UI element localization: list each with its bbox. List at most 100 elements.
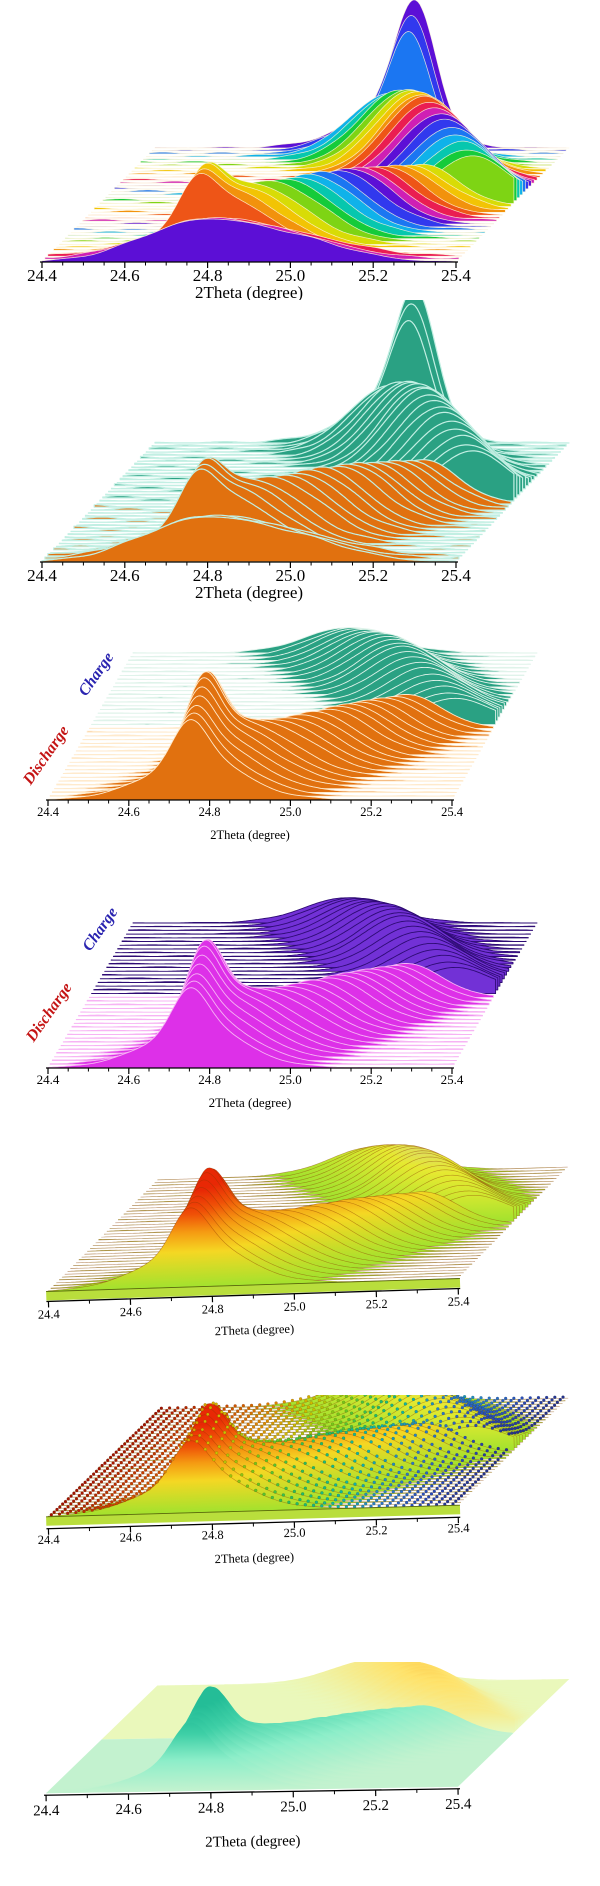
data-point-dot	[314, 1483, 319, 1487]
data-point-dot	[425, 1398, 429, 1402]
data-point-dot	[517, 1398, 521, 1403]
data-point-dot	[141, 1471, 145, 1475]
data-point-dot	[488, 1457, 492, 1462]
data-point-dot	[336, 1504, 340, 1509]
data-point-dot	[134, 1431, 138, 1435]
data-point-dot	[432, 1481, 437, 1485]
data-point-dot	[66, 1497, 70, 1501]
data-point-dot	[341, 1415, 346, 1419]
data-point-dot	[474, 1463, 478, 1467]
tick-label: 25.4	[441, 566, 471, 585]
data-point-dot	[541, 1414, 545, 1418]
data-point-dot	[331, 1397, 335, 1401]
data-point-dot	[441, 1459, 445, 1464]
x-axis: 24.4 24.6 24.8 25.0 25.2 25.4 2Theta (degree)	[27, 261, 471, 300]
data-point-dot	[328, 1426, 332, 1430]
data-point-dot	[405, 1452, 409, 1456]
data-point-dot	[168, 1459, 173, 1464]
data-point-dot	[349, 1424, 354, 1429]
data-point-dot	[267, 1478, 272, 1483]
data-point-dot	[231, 1467, 236, 1471]
data-point-dot	[496, 1457, 500, 1462]
data-point-dot	[116, 1463, 121, 1468]
data-point-dot	[146, 1481, 150, 1485]
data-point-dot	[492, 1405, 496, 1409]
data-point-dot	[493, 1424, 497, 1429]
data-point-dot	[452, 1437, 456, 1441]
data-point-dot	[105, 1474, 109, 1478]
data-point-dot	[133, 1463, 137, 1467]
data-point-dot	[158, 1446, 162, 1450]
tick-label: 24.6	[120, 1305, 142, 1320]
data-point-dot	[438, 1484, 442, 1488]
data-point-dot	[246, 1422, 250, 1427]
data-point-dot	[411, 1418, 416, 1423]
data-point-dot	[278, 1498, 283, 1503]
data-point-dot	[88, 1506, 92, 1510]
data-point-dot	[477, 1411, 481, 1416]
data-point-dot	[363, 1430, 368, 1435]
data-point-dot	[85, 1507, 89, 1512]
data-point-dot	[77, 1493, 82, 1498]
data-point-dot	[508, 1423, 512, 1428]
data-point-dot	[85, 1501, 89, 1506]
data-point-dot	[371, 1405, 375, 1409]
data-point-dot	[374, 1498, 379, 1503]
data-point-dot	[339, 1406, 343, 1411]
data-point-dot	[147, 1487, 151, 1491]
data-point-dot	[245, 1457, 249, 1461]
data-point-dot	[144, 1460, 148, 1464]
data-point-dot	[93, 1501, 98, 1505]
data-point-dot	[276, 1407, 281, 1411]
data-point-dot	[449, 1488, 453, 1493]
data-point-dot	[285, 1406, 289, 1410]
data-point-dot	[466, 1463, 470, 1467]
data-point-dot	[119, 1476, 123, 1481]
data-point-dot	[152, 1460, 156, 1464]
data-point-dot	[505, 1419, 509, 1424]
data-point-dot	[166, 1454, 170, 1458]
data-point-dot	[371, 1421, 375, 1425]
slab-front-wall	[46, 1278, 461, 1301]
data-point-dot	[274, 1401, 278, 1405]
data-point-dot	[278, 1429, 283, 1434]
data-point-dot	[436, 1407, 440, 1411]
data-point-dot	[256, 1454, 260, 1458]
data-point-dot	[514, 1401, 519, 1406]
data-point-dot	[494, 1417, 498, 1421]
data-point-dot	[413, 1473, 418, 1478]
data-point-dot	[121, 1474, 126, 1478]
data-point-dot	[533, 1414, 537, 1418]
data-point-dot	[339, 1468, 343, 1473]
data-point-dot	[145, 1428, 149, 1432]
data-point-dot	[107, 1495, 111, 1500]
data-point-dot	[69, 1502, 73, 1506]
data-point-dot	[449, 1410, 454, 1414]
data-point-dot	[151, 1475, 156, 1480]
tick-label: 24.6	[117, 1072, 140, 1087]
data-point-dot	[143, 1484, 147, 1488]
data-point-dot	[440, 1497, 444, 1501]
data-point-dot	[384, 1400, 389, 1404]
data-point-dot	[468, 1469, 473, 1473]
data-point-dot	[444, 1395, 448, 1397]
data-point-dot	[505, 1423, 509, 1427]
data-point-dot	[494, 1413, 499, 1417]
data-point-dot	[455, 1414, 459, 1419]
data-point-dot	[446, 1450, 451, 1454]
data-point-dot	[256, 1482, 261, 1487]
data-point-dot	[162, 1411, 166, 1415]
data-point-dot	[352, 1405, 357, 1409]
tick-label: 24.6	[110, 266, 140, 285]
data-point-dot	[82, 1509, 86, 1514]
data-point-dot	[183, 1429, 187, 1434]
data-point-dot	[386, 1472, 390, 1477]
data-point-dot	[342, 1485, 346, 1489]
data-point-dot	[511, 1417, 515, 1421]
slab-edge-line	[46, 1504, 460, 1518]
data-point-dot	[449, 1396, 454, 1401]
data-point-dot	[441, 1480, 445, 1485]
data-point-dot	[355, 1398, 359, 1402]
data-point-dot	[97, 1474, 101, 1479]
data-point-dot	[154, 1465, 159, 1469]
